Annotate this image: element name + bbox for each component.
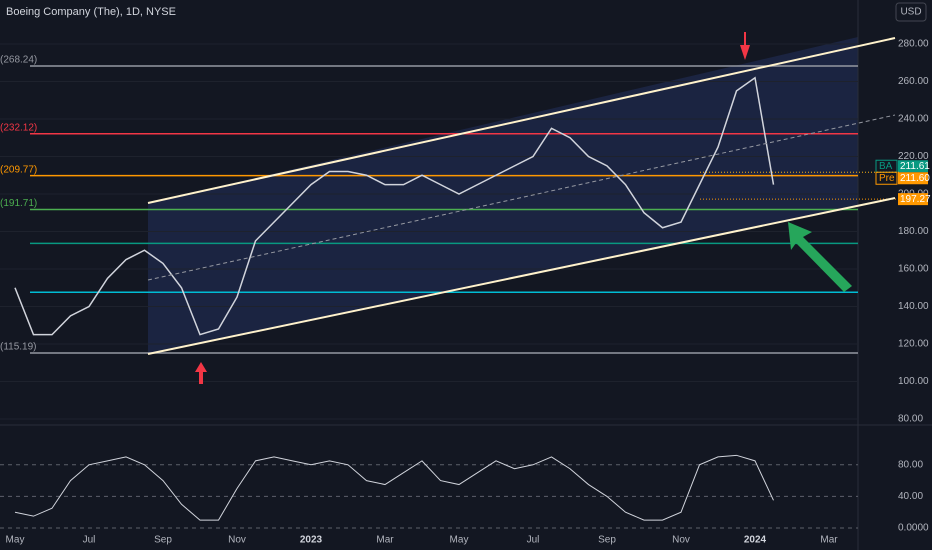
price-tag	[898, 193, 928, 206]
price-tag-value: 211.60	[900, 173, 930, 184]
y-tick-label: 220.00	[898, 151, 929, 162]
price-tag-value: 211.61	[900, 161, 930, 172]
x-tick-label: Sep	[598, 535, 616, 546]
channel-mid	[147, 114, 896, 281]
x-tick-label: Nov	[228, 535, 246, 546]
price-tag-name: Pre	[879, 173, 895, 184]
y-tick-label: 280.00	[898, 39, 929, 50]
x-tick-label: Jul	[527, 535, 540, 546]
price-tag-name: BA	[879, 161, 893, 172]
price-tag-value: 197.27	[900, 194, 931, 205]
level-label: (268.24)	[0, 55, 37, 66]
arrow-up	[195, 362, 207, 384]
x-tick-label: 2024	[744, 535, 767, 546]
x-tick-label: May	[450, 535, 469, 546]
y-tick-label: 180.00	[898, 226, 929, 237]
series-line	[14, 454, 774, 521]
y-tick-label: 140.00	[898, 301, 929, 312]
y-tick-label: 80.00	[898, 414, 923, 425]
level-label: (232.12)	[0, 122, 37, 133]
channel-upper	[147, 37, 896, 204]
price-tag-name-box	[875, 171, 898, 185]
x-tick-label: 2023	[300, 535, 323, 546]
level-label: (209.77)	[0, 164, 37, 175]
x-tick-label: Mar	[820, 535, 838, 546]
y-tick-label: 80.00	[898, 459, 923, 470]
level-label: (115.19)	[0, 342, 37, 353]
currency: USD	[900, 7, 921, 18]
level-label: (191.71)	[0, 198, 37, 209]
price-tag	[898, 172, 928, 185]
x-tick-label: Mar	[376, 535, 394, 546]
y-tick-label: 100.00	[898, 376, 929, 387]
x-tick-label: May	[6, 535, 25, 546]
channel-fill	[148, 37, 858, 354]
y-tick-label: 120.00	[898, 339, 929, 350]
arrow-green	[788, 222, 852, 292]
series-line	[14, 76, 775, 336]
x-tick-label: Nov	[672, 535, 690, 546]
arrow-down	[740, 32, 750, 60]
y-tick-label: 260.00	[898, 76, 929, 87]
x-tick-label: Jul	[83, 535, 96, 546]
currency-box	[895, 2, 927, 22]
y-tick-label: 240.00	[898, 114, 929, 125]
price-tag	[898, 160, 928, 173]
x-tick-label: Sep	[154, 535, 172, 546]
channel-lower	[147, 197, 896, 355]
chart-title: Boeing Company (The), 1D, NYSE	[6, 6, 176, 18]
y-tick-label: 160.00	[898, 264, 929, 275]
y-tick-label: 0.0000	[898, 523, 929, 534]
y-tick-label: 40.00	[898, 491, 923, 502]
